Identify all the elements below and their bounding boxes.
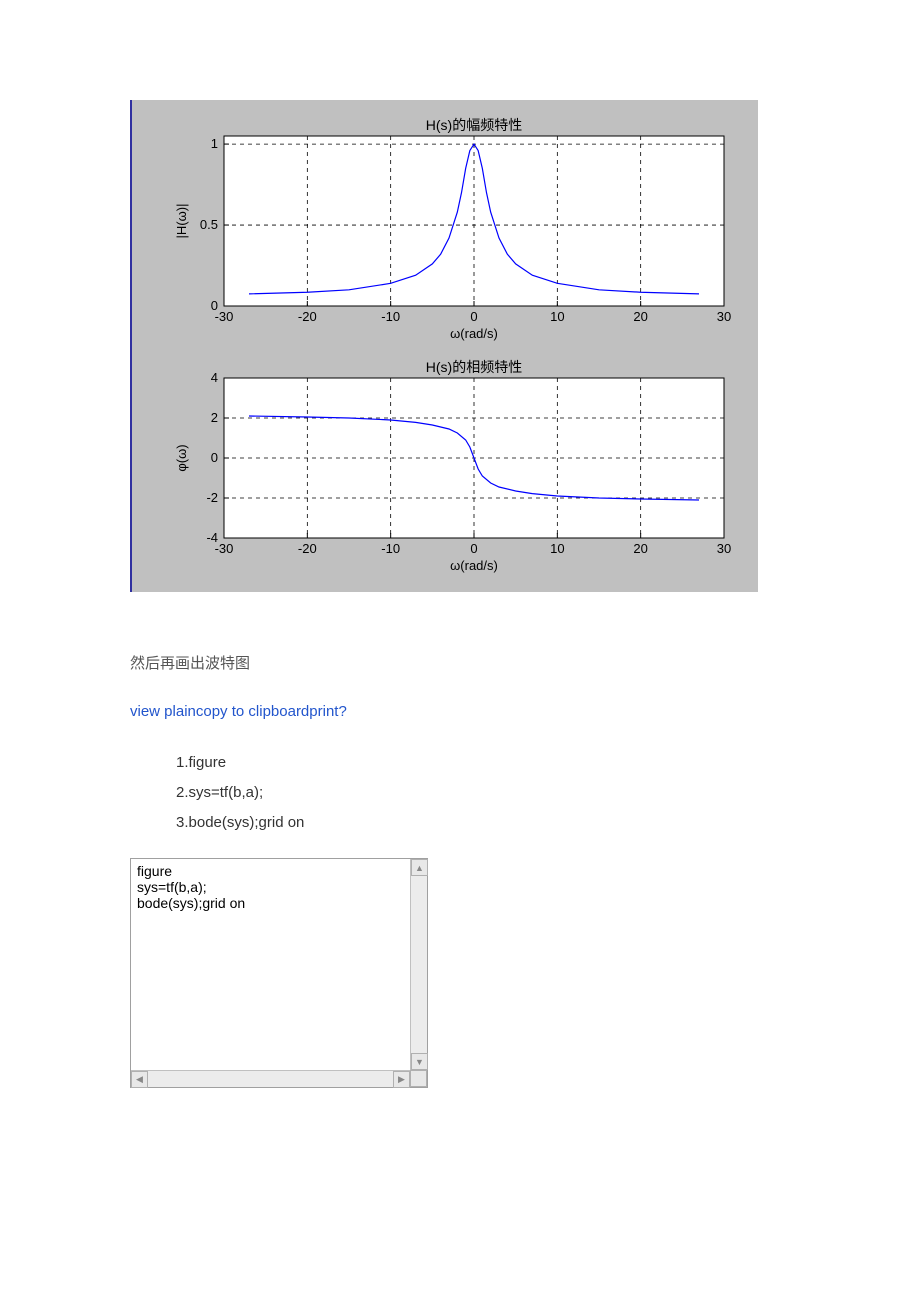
code-line: 1.figure: [176, 748, 790, 778]
svg-text:0.5: 0.5: [200, 217, 218, 232]
code-line: 2.sys=tf(b,a);: [176, 778, 790, 808]
link-print[interactable]: print: [309, 703, 338, 720]
link-help[interactable]: ?: [338, 703, 346, 720]
svg-text:-2: -2: [206, 490, 218, 505]
svg-text:10: 10: [550, 309, 564, 324]
svg-text:ω(rad/s): ω(rad/s): [450, 326, 498, 341]
matlab-figure: -30-20-10010203000.51H(s)的幅频特性ω(rad/s)|H…: [130, 100, 758, 592]
svg-text:1: 1: [211, 136, 218, 151]
scroll-right-icon[interactable]: ▶: [393, 1071, 410, 1088]
svg-text:-4: -4: [206, 530, 218, 545]
svg-text:H(s)的幅频特性: H(s)的幅频特性: [426, 117, 522, 133]
link-view-plain[interactable]: view plain: [130, 703, 196, 720]
svg-text:ω(rad/s): ω(rad/s): [450, 558, 498, 573]
body-text: 然后再画出波特图: [130, 652, 790, 673]
svg-text:-10: -10: [381, 541, 400, 556]
vertical-scrollbar-track[interactable]: ▲ ▼: [410, 859, 427, 1070]
code-textarea-content: figure sys=tf(b,a); bode(sys);grid on: [135, 861, 409, 1069]
svg-text:10: 10: [550, 541, 564, 556]
svg-text:2: 2: [211, 410, 218, 425]
svg-text:-10: -10: [381, 309, 400, 324]
svg-text:20: 20: [633, 309, 647, 324]
scroll-down-icon[interactable]: ▼: [411, 1053, 428, 1070]
svg-text:30: 30: [717, 309, 731, 324]
svg-text:φ(ω): φ(ω): [174, 444, 189, 471]
svg-text:0: 0: [211, 450, 218, 465]
svg-text:0: 0: [470, 309, 477, 324]
scrollbar-corner: [410, 1070, 427, 1087]
link-copy[interactable]: copy to clipboard: [196, 703, 309, 720]
svg-text:-20: -20: [298, 309, 317, 324]
code-textarea[interactable]: figure sys=tf(b,a); bode(sys);grid on ▲ …: [130, 858, 428, 1088]
svg-text:|H(ω)|: |H(ω)|: [174, 204, 189, 239]
code-line: 3.bode(sys);grid on: [176, 808, 790, 838]
scroll-up-icon[interactable]: ▲: [411, 859, 428, 876]
horizontal-scrollbar-track[interactable]: ◀ ▶: [131, 1070, 410, 1087]
plots-svg: -30-20-10010203000.51H(s)的幅频特性ω(rad/s)|H…: [132, 100, 758, 592]
scroll-left-icon[interactable]: ◀: [131, 1071, 148, 1088]
svg-text:0: 0: [211, 298, 218, 313]
svg-text:-20: -20: [298, 541, 317, 556]
svg-text:H(s)的相频特性: H(s)的相频特性: [426, 359, 522, 375]
svg-text:20: 20: [633, 541, 647, 556]
code-actions: view plaincopy to clipboardprint?: [130, 703, 790, 720]
svg-text:30: 30: [717, 541, 731, 556]
svg-text:4: 4: [211, 370, 218, 385]
numbered-code-list: 1.figure2.sys=tf(b,a);3.bode(sys);grid o…: [130, 748, 790, 838]
svg-text:0: 0: [470, 541, 477, 556]
